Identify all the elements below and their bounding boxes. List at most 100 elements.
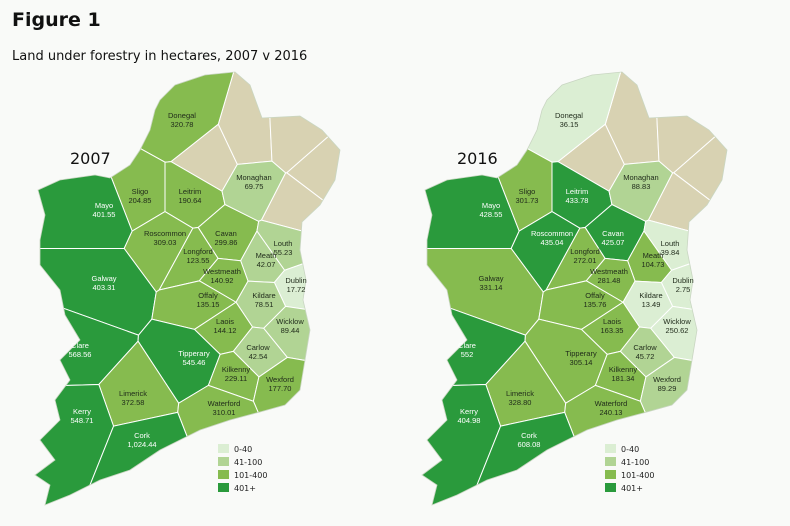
county-value: 435.04 [541, 238, 564, 247]
county-name: Westmeath [590, 267, 628, 276]
county-value: 135.15 [197, 300, 220, 309]
county-value: 401.55 [93, 210, 116, 219]
county-name: Longford [183, 247, 213, 256]
county-value: 89.29 [658, 384, 677, 393]
county-value: 204.85 [129, 196, 152, 205]
county-name: Kilkenny [222, 365, 251, 374]
figure-title: Figure 1 [12, 9, 101, 31]
county-name: Monaghan [623, 173, 658, 182]
county-name: Offaly [585, 291, 605, 300]
county-name: Louth [661, 239, 680, 248]
county-value: 42.54 [249, 352, 268, 361]
county-value: 240.13 [600, 408, 623, 417]
county-value: 272.01 [574, 256, 597, 265]
county-name: Galway [478, 274, 503, 283]
county-name: Waterford [208, 399, 241, 408]
county-name: Kerry [460, 407, 478, 416]
county-value: 310.01 [213, 408, 236, 417]
legend-swatch [218, 457, 229, 466]
county-name: Waterford [595, 399, 628, 408]
county-value: 104.73 [642, 260, 665, 269]
county-value: 89.44 [281, 326, 300, 335]
legend-swatch [218, 470, 229, 479]
county-name: Cork [134, 431, 150, 440]
county-value: 181.34 [612, 374, 635, 383]
county-value: 250.62 [666, 326, 689, 335]
county-value: 13.49 [642, 300, 661, 309]
county-value: 36.15 [560, 120, 579, 129]
legend-label: 41-100 [234, 458, 262, 467]
county-value: 140.92 [211, 276, 234, 285]
legend-swatch [605, 444, 616, 453]
county-value: 309.03 [154, 238, 177, 247]
county-value: 331.14 [480, 283, 503, 292]
county-name: Monaghan [236, 173, 271, 182]
subtitle: Land under forestry in hectares, 2007 v … [12, 49, 307, 64]
coastline [34, 71, 341, 506]
county-name: Roscommon [144, 229, 186, 238]
county-value: 328.80 [509, 398, 532, 407]
county-name: Clare [458, 341, 476, 350]
county-name: Wexford [653, 375, 681, 384]
county-value: 548.71 [71, 416, 94, 425]
county-name: Louth [274, 239, 293, 248]
county-value: 42.07 [257, 260, 276, 269]
county-value: 433.78 [566, 196, 589, 205]
county-name: Limerick [506, 389, 534, 398]
county-name: Wicklow [663, 317, 691, 326]
county-value: 608.08 [518, 440, 541, 449]
county-name: Meath [643, 251, 664, 260]
county-name: Dublin [672, 276, 693, 285]
legend-label: 0-40 [621, 445, 639, 454]
county-name: Tipperary [178, 349, 210, 358]
county-name: Tipperary [565, 349, 597, 358]
legend-swatch [218, 483, 229, 492]
county-name: Leitrim [566, 187, 589, 196]
county-name: Donegal [555, 111, 583, 120]
county [221, 160, 287, 222]
county-name: Laois [603, 317, 621, 326]
county-name: Galway [91, 274, 116, 283]
county-value: 78.51 [255, 300, 274, 309]
county-name: Limerick [119, 389, 147, 398]
county-name: Longford [570, 247, 600, 256]
county-value: 425.07 [602, 238, 625, 247]
county-value: 190.64 [179, 196, 202, 205]
county-name: Carlow [633, 343, 657, 352]
county-name: Carlow [246, 343, 270, 352]
county-value: 177.70 [269, 384, 292, 393]
county-name: Laois [216, 317, 234, 326]
county-name: Leitrim [179, 187, 202, 196]
county-name: Kildare [639, 291, 662, 300]
county-value: 372.58 [122, 398, 145, 407]
county-name: Sligo [132, 187, 149, 196]
county-value: 45.72 [636, 352, 655, 361]
county-value: 55.23 [274, 248, 293, 257]
county-value: 403.31 [93, 283, 116, 292]
county-name: Clare [71, 341, 89, 350]
county-value: 69.75 [245, 182, 264, 191]
county-name: Roscommon [531, 229, 573, 238]
county-value: 404.98 [458, 416, 481, 425]
county-value: 568.56 [69, 350, 92, 359]
map-year: 2016 [457, 149, 498, 168]
county-value: 299.86 [215, 238, 238, 247]
county-name: Wicklow [276, 317, 304, 326]
county [608, 160, 674, 222]
county-value: 144.12 [214, 326, 237, 335]
legend-label: 401+ [621, 484, 643, 493]
county-value: 1,024.44 [127, 440, 156, 449]
county-name: Cavan [602, 229, 624, 238]
county-value: 320.78 [171, 120, 194, 129]
county-name: Dublin [285, 276, 306, 285]
legend-label: 401+ [234, 484, 256, 493]
county-name: Sligo [519, 187, 536, 196]
county-value: 301.73 [516, 196, 539, 205]
county-value: 163.35 [601, 326, 624, 335]
county-name: Meath [256, 251, 277, 260]
legend-label: 0-40 [234, 445, 252, 454]
county-value: 552 [461, 350, 474, 359]
county-name: Kildare [252, 291, 275, 300]
county-name: Wexford [266, 375, 294, 384]
